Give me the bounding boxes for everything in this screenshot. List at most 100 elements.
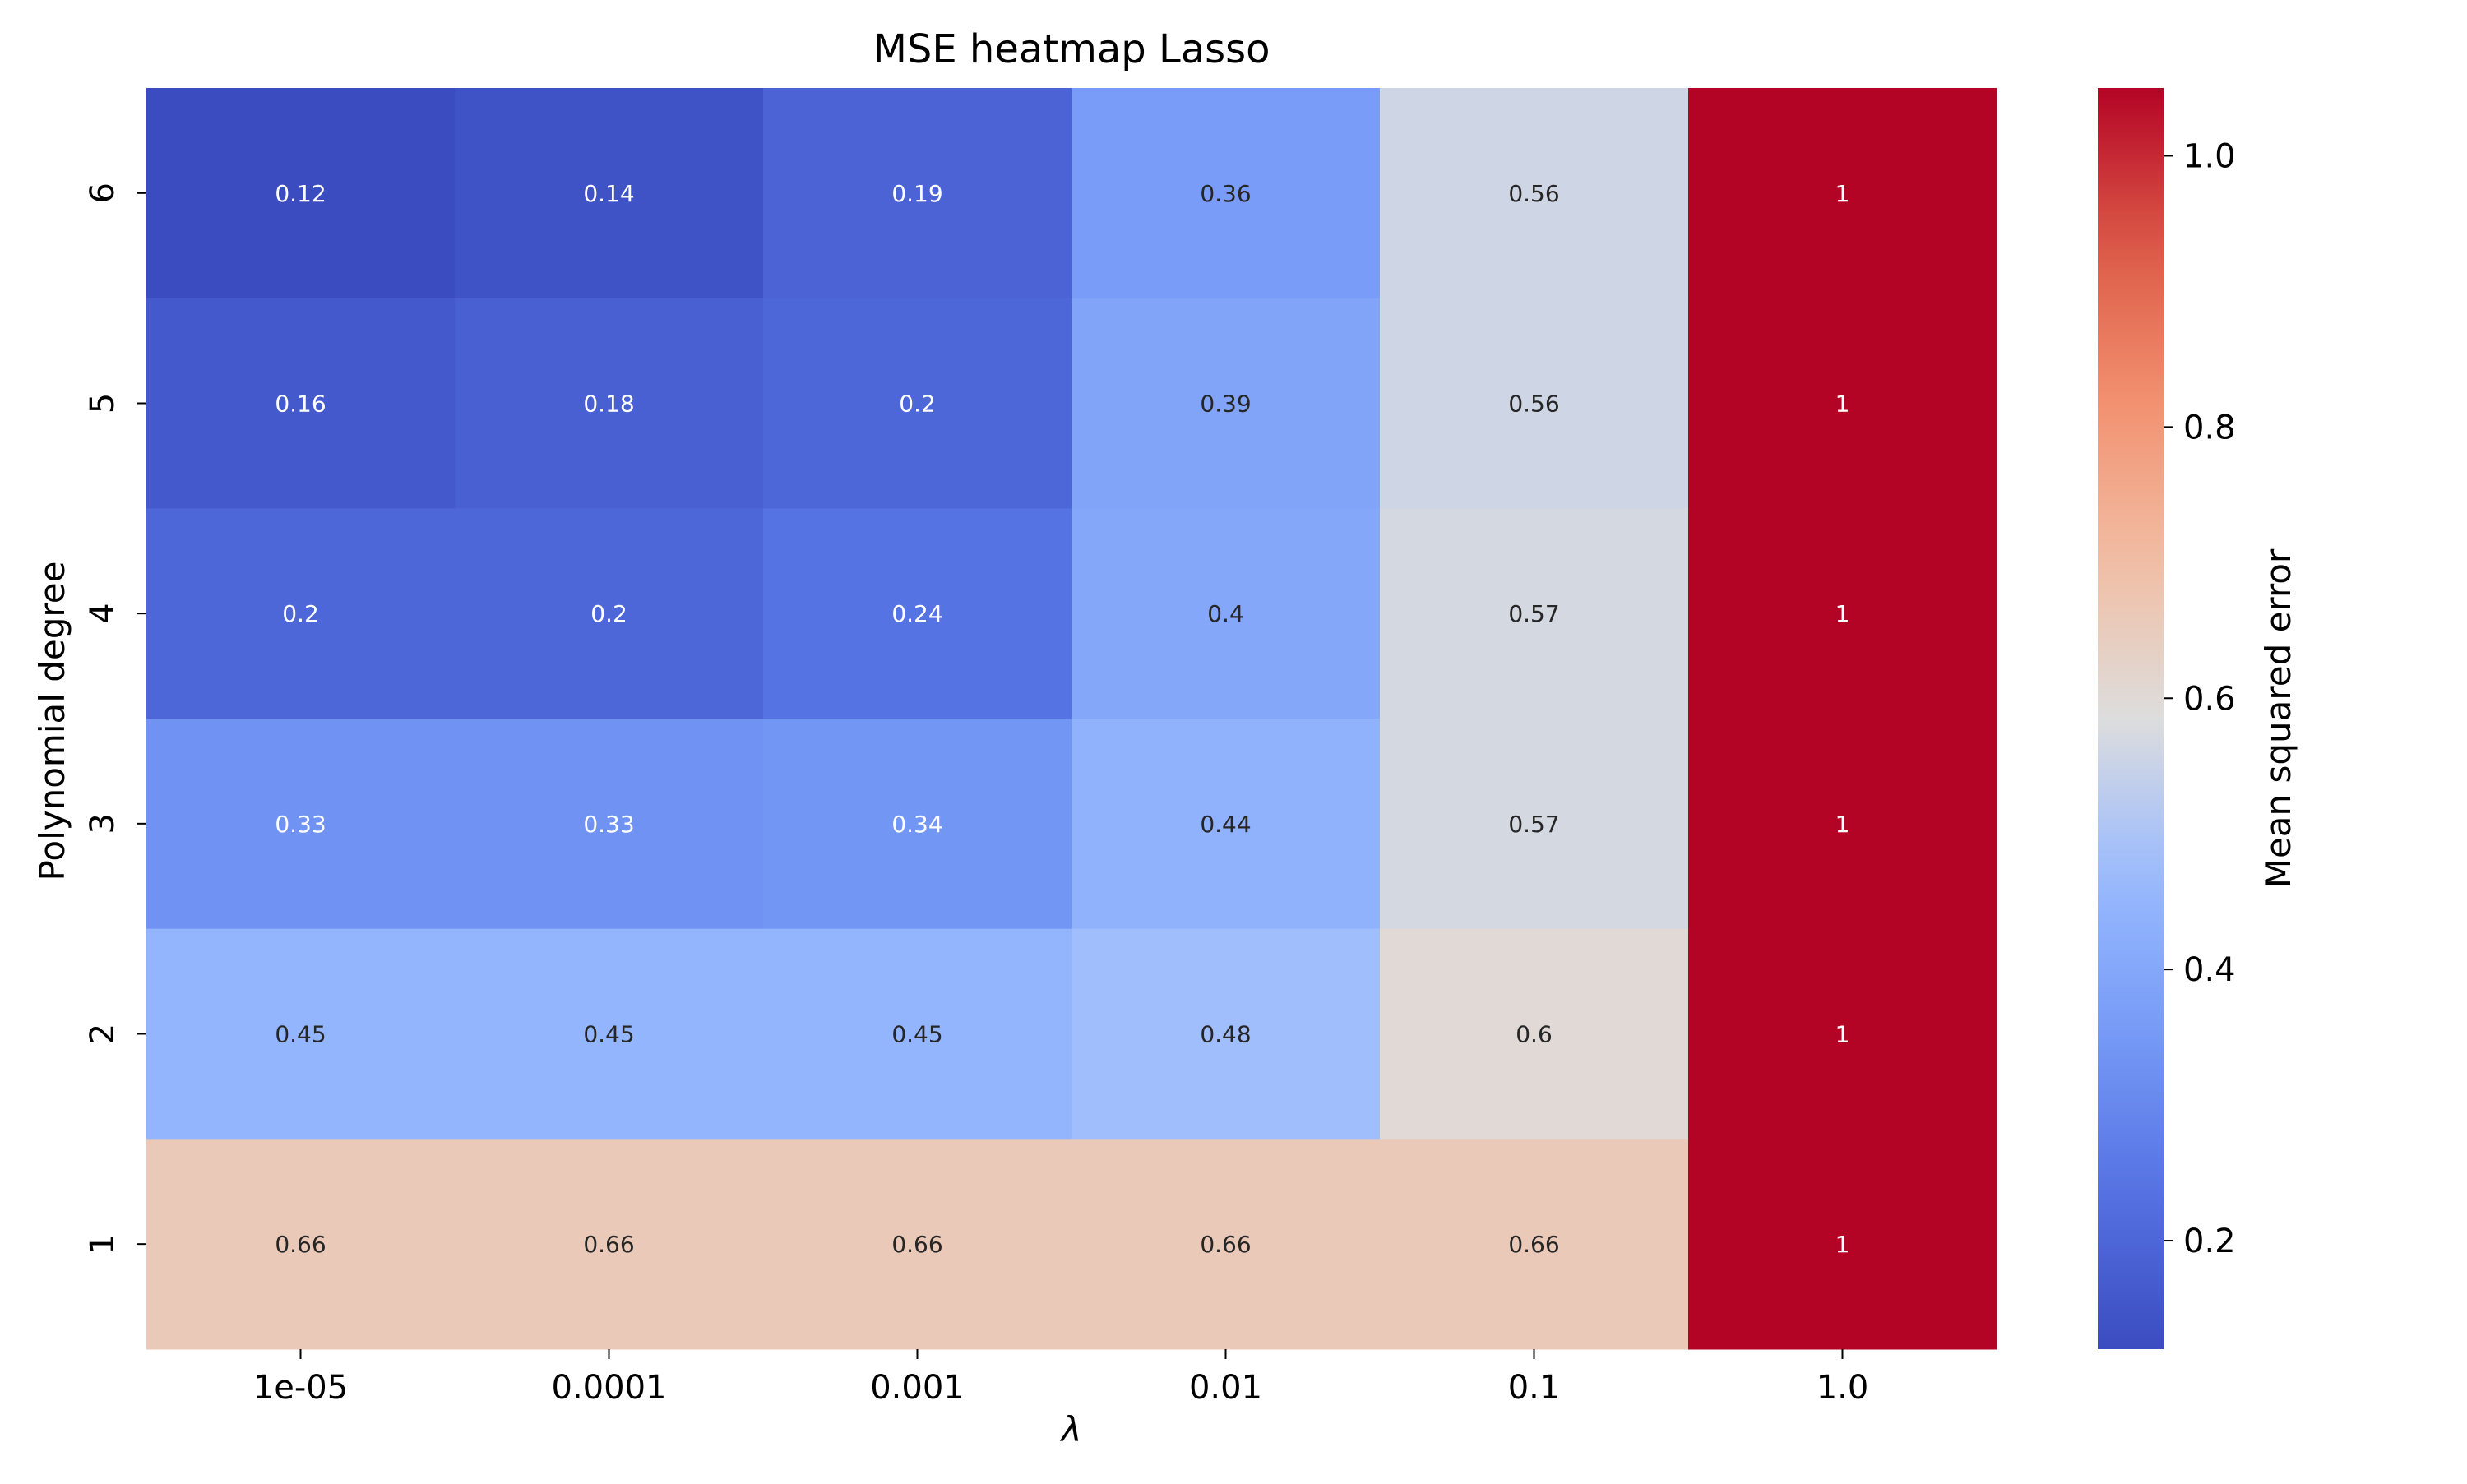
y-tick-label: 3: [84, 813, 122, 834]
cell-annotation: 0.66: [1508, 1231, 1559, 1258]
heatmap-cell-r0-c1: [455, 88, 764, 299]
heatmap-cell-r1-c4: [1380, 298, 1689, 509]
colorbar-ticks: 0.2 0.4 0.6 0.8 1.0: [2164, 137, 2236, 1260]
cell-annotation: 0.2: [282, 600, 319, 627]
cell-annotation: 0.33: [275, 811, 326, 838]
cell-annotation: 1: [1835, 391, 1850, 418]
heatmap-cell-r4-c1: [455, 928, 764, 1140]
heatmap-cell-r0-c3: [1072, 88, 1381, 299]
heatmap-cell-r1-c0: [146, 298, 456, 509]
heatmap-cell-r1-c2: [763, 298, 1072, 509]
cell-annotation: 0.24: [891, 600, 942, 627]
heatmap-cell-r2-c4: [1380, 508, 1689, 719]
colorbar-tick-label: 0.6: [2183, 680, 2236, 718]
heatmap-cell-r5-c4: [1380, 1139, 1689, 1350]
x-tick-label: 0.1: [1508, 1369, 1561, 1407]
heatmap-cell-r1-c1: [455, 298, 764, 509]
heatmap-cell-r0-c0: [146, 88, 456, 299]
heatmap-cell-r2-c5: [1688, 508, 1997, 719]
x-tick-label: 1e-05: [253, 1369, 348, 1407]
y-tick-label: 6: [84, 183, 122, 203]
heatmap-cell-r5-c3: [1072, 1139, 1381, 1350]
heatmap-cell-r4-c4: [1380, 928, 1689, 1140]
heatmap-cell-r2-c0: [146, 508, 456, 719]
y-tick-label: 2: [84, 1024, 122, 1044]
y-axis-label: Polynomial degree: [32, 562, 72, 881]
heatmap-cell-r4-c2: [763, 928, 1072, 1140]
cell-annotation: 0.45: [275, 1021, 326, 1048]
cell-annotation: 0.19: [891, 180, 942, 207]
cell-annotation: 0.66: [1200, 1231, 1251, 1258]
heatmap-cell-r3-c3: [1072, 719, 1381, 930]
heatmap-cell-r5-c2: [763, 1139, 1072, 1350]
cell-annotation: 0.18: [583, 391, 634, 418]
cell-annotation: 1: [1835, 180, 1850, 207]
heatmap-cell-r0-c5: [1688, 88, 1997, 299]
heatmap-cell-r1-c3: [1072, 298, 1381, 509]
cell-annotation: 1: [1835, 600, 1850, 627]
heatmap-cell-r3-c2: [763, 719, 1072, 930]
heatmap-cell-r3-c4: [1380, 719, 1689, 930]
cell-annotation: 0.57: [1508, 600, 1559, 627]
cell-annotation: 0.56: [1508, 391, 1559, 418]
cell-annotation: 0.44: [1200, 811, 1251, 838]
colorbar: 0.2 0.4 0.6 0.8 1.0 Mean squared error: [2098, 88, 2298, 1349]
cell-annotation: 0.33: [583, 811, 634, 838]
heatmap-cell-r5-c5: [1688, 1139, 1997, 1350]
heatmap-cell-r3-c5: [1688, 719, 1997, 930]
x-tick-label: 0.0001: [552, 1369, 667, 1407]
heatmap-cell-r2-c1: [455, 508, 764, 719]
colorbar-tick-label: 0.2: [2183, 1223, 2236, 1260]
cell-annotation: 0.4: [1207, 600, 1244, 627]
cell-annotation: 0.6: [1516, 1021, 1553, 1048]
cell-annotation: 0.16: [275, 391, 326, 418]
cell-annotation: 0.66: [275, 1231, 326, 1258]
cell-annotation: 0.66: [891, 1231, 942, 1258]
x-axis-label: λ: [1060, 1409, 1082, 1449]
y-tick-label: 1: [84, 1233, 122, 1254]
cell-annotation: 0.66: [583, 1231, 634, 1258]
heatmap-cell-r3-c1: [455, 719, 764, 930]
cell-annotation: 0.36: [1200, 180, 1251, 207]
cell-annotation: 0.14: [583, 180, 634, 207]
cell-annotation: 0.39: [1200, 391, 1251, 418]
heatmap-cell-r3-c0: [146, 719, 456, 930]
heatmap-cell-r1-c5: [1688, 298, 1997, 509]
cell-annotation: 0.45: [891, 1021, 942, 1048]
y-axis: 6 5 4 3 2 1: [84, 183, 146, 1255]
heatmap-cell-r5-c0: [146, 1139, 456, 1350]
cell-annotation: 1: [1835, 811, 1850, 838]
x-axis: 1e-05 0.0001 0.001 0.01 0.1 1.0: [253, 1349, 1869, 1407]
cell-annotation: 0.57: [1508, 811, 1559, 838]
heatmap-cell-r4-c0: [146, 928, 456, 1140]
cell-annotation: 0.2: [899, 391, 936, 418]
x-tick-label: 0.001: [870, 1369, 965, 1407]
heatmap-cell-r0-c4: [1380, 88, 1689, 299]
cell-annotation: 0.12: [275, 180, 326, 207]
cell-annotation: 1: [1835, 1021, 1850, 1048]
y-tick-label: 5: [84, 393, 122, 414]
colorbar-label: Mean squared error: [2258, 548, 2298, 888]
chart-title: MSE heatmap Lasso: [872, 26, 1270, 72]
cell-annotation: 1: [1835, 1231, 1850, 1258]
y-tick-label: 4: [84, 603, 122, 623]
cell-annotation: 0.56: [1508, 180, 1559, 207]
heatmap-cell-r2-c3: [1072, 508, 1381, 719]
colorbar-tick-label: 0.8: [2183, 409, 2236, 446]
heatmap-cells: 0.12 0.14 0.19 0.36 0.56 1 0.16 0.18 0.2 0.39 0.56…: [146, 88, 1997, 1350]
cell-annotation: 0.2: [590, 600, 627, 627]
x-tick-label: 1.0: [1817, 1369, 1869, 1407]
cell-annotation: 0.45: [583, 1021, 634, 1048]
heatmap-cell-r2-c2: [763, 508, 1072, 719]
colorbar-tick-label: 0.4: [2183, 951, 2236, 989]
colorbar-tick-label: 1.0: [2183, 137, 2236, 175]
cell-annotation: 0.34: [891, 811, 942, 838]
colorbar-gradient: [2098, 88, 2164, 1349]
heatmap-cell-r5-c1: [455, 1139, 764, 1350]
cell-annotation: 0.48: [1200, 1021, 1251, 1048]
x-tick-label: 0.01: [1189, 1369, 1262, 1407]
heatmap-cell-r0-c2: [763, 88, 1072, 299]
heatmap-cell-r4-c5: [1688, 928, 1997, 1140]
